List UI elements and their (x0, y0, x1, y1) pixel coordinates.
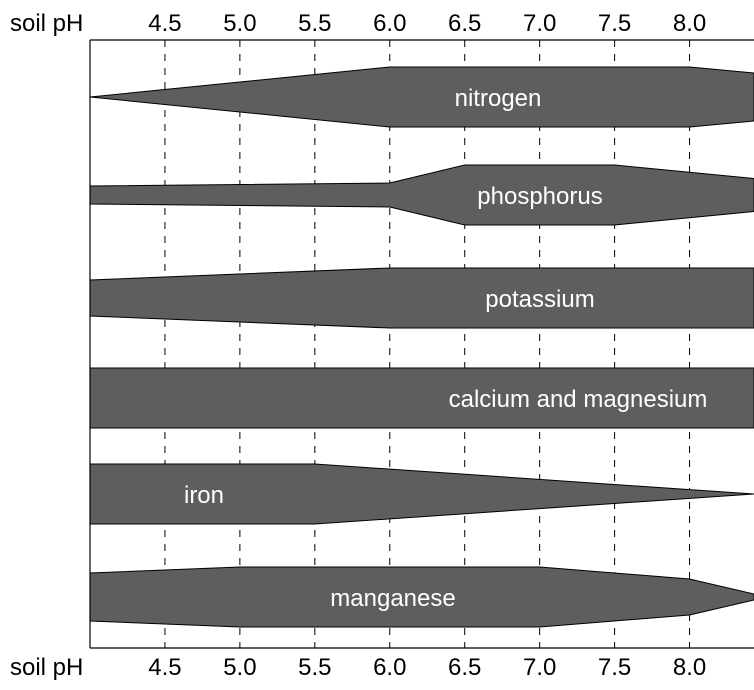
top-tick-6-0: 6.0 (373, 10, 406, 37)
top-tick-5-0: 5.0 (223, 10, 256, 37)
top-tick-8-0: 8.0 (673, 10, 706, 37)
chart-frame (89, 39, 754, 649)
band-label-phosphorus: phosphorus (477, 183, 602, 210)
bottom-tick-5-0: 5.0 (223, 654, 256, 681)
bottom-tick-7-0: 7.0 (523, 654, 556, 681)
nutrient-bands: nitrogen phosphorus potassium calcium and m… (89, 66, 754, 628)
band-label-calcium-and-magnesium: calcium and magnesium (449, 386, 708, 413)
band-phosphorus (89, 164, 754, 226)
top-tick-7-0: 7.0 (523, 10, 556, 37)
band-label-nitrogen: nitrogen (455, 85, 542, 112)
bottom-tick-7-5: 7.5 (598, 654, 631, 681)
top-tick-7-5: 7.5 (598, 10, 631, 37)
tick-labels: 4.5 4.5 5.0 5.0 5.5 5.5 6.0 6.0 6.5 6.5 7.0 7.0 7.5 7… (148, 10, 706, 681)
band-label-potassium: potassium (485, 286, 594, 313)
grid-lines (164, 40, 691, 648)
top-tick-4-5: 4.5 (148, 10, 181, 37)
band-label-manganese: manganese (330, 585, 455, 612)
bottom-tick-6-5: 6.5 (448, 654, 481, 681)
bottom-tick-8-0: 8.0 (673, 654, 706, 681)
bottom-tick-5-5: 5.5 (298, 654, 331, 681)
top-axis-label: soil pH (10, 10, 83, 37)
top-tick-5-5: 5.5 (298, 10, 331, 37)
top-tick-6-5: 6.5 (448, 10, 481, 37)
band-potassium (89, 267, 754, 329)
band-label-iron: iron (184, 482, 224, 509)
bottom-axis-label: soil pH (10, 654, 83, 681)
bottom-tick-6-0: 6.0 (373, 654, 406, 681)
bottom-tick-4-5: 4.5 (148, 654, 181, 681)
band-manganese (89, 566, 754, 628)
band-nitrogen (89, 66, 754, 128)
